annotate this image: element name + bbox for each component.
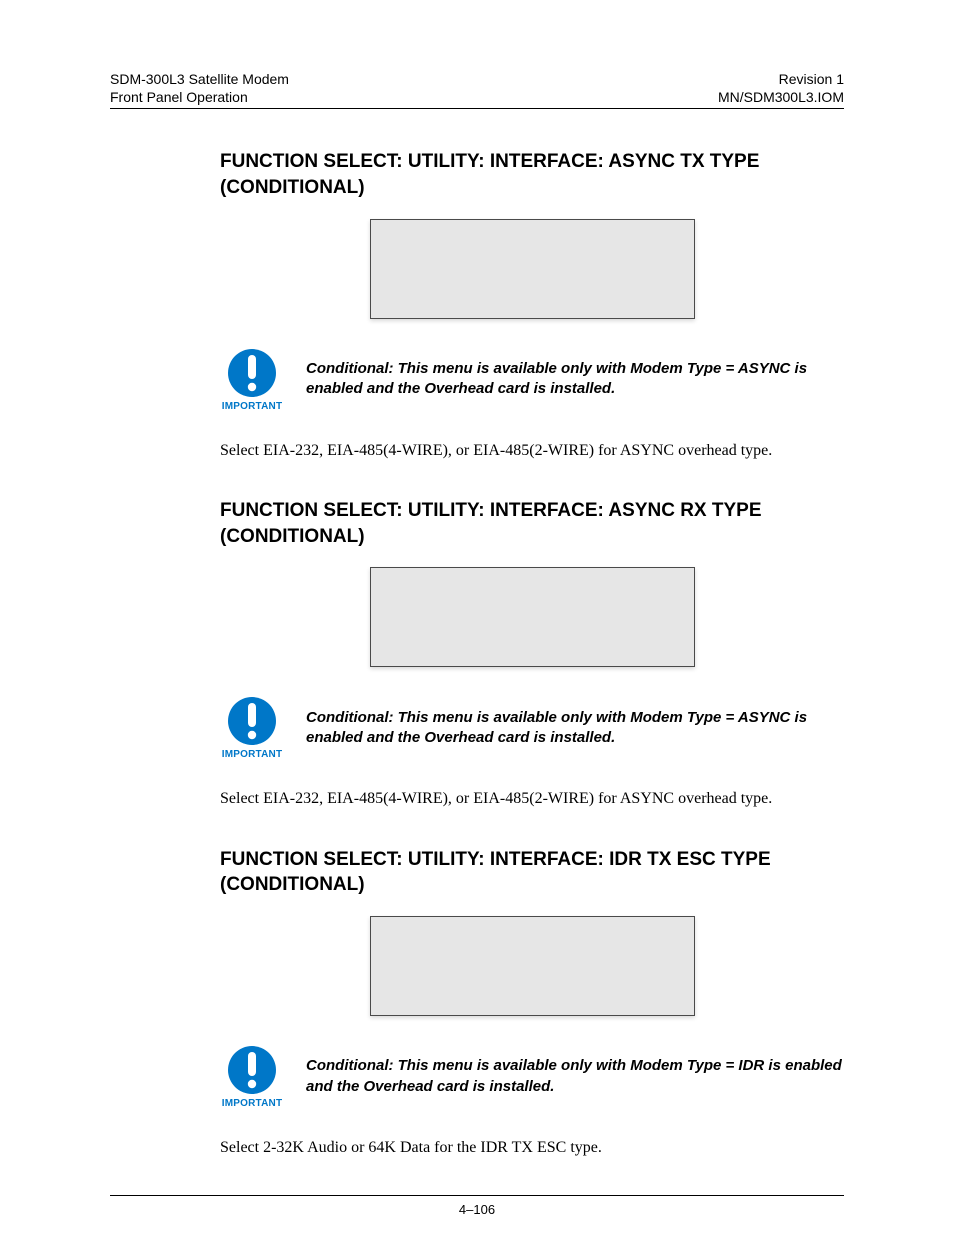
body-text: Select EIA-232, EIA-485(4-WIRE), or EIA-… xyxy=(220,788,844,810)
content-area: FUNCTION SELECT: UTILITY: INTERFACE: ASY… xyxy=(110,149,844,1159)
important-label: IMPORTANT xyxy=(222,749,283,760)
section-heading: FUNCTION SELECT: UTILITY: INTERFACE: IDR… xyxy=(220,847,844,898)
section-heading: FUNCTION SELECT: UTILITY: INTERFACE: ASY… xyxy=(220,498,844,549)
callout-text: Conditional: This menu is available only… xyxy=(306,1056,844,1097)
header-product: SDM-300L3 Satellite Modem xyxy=(110,70,289,88)
important-label: IMPORTANT xyxy=(222,401,283,412)
page-footer: 4–106 xyxy=(110,1195,844,1217)
lcd-display-box xyxy=(370,567,695,667)
header-left: SDM-300L3 Satellite Modem Front Panel Op… xyxy=(110,70,289,106)
lcd-display-box xyxy=(370,219,695,319)
body-text: Select 2-32K Audio or 64K Data for the I… xyxy=(220,1137,844,1159)
important-callout: IMPORTANT Conditional: This menu is avai… xyxy=(220,347,844,412)
important-icon: IMPORTANT xyxy=(220,347,284,412)
document-page: SDM-300L3 Satellite Modem Front Panel Op… xyxy=(0,0,954,1257)
important-icon: IMPORTANT xyxy=(220,695,284,760)
callout-text: Conditional: This menu is available only… xyxy=(306,359,844,400)
header-right: Revision 1 MN/SDM300L3.IOM xyxy=(718,70,844,106)
important-callout: IMPORTANT Conditional: This menu is avai… xyxy=(220,695,844,760)
body-text: Select EIA-232, EIA-485(4-WIRE), or EIA-… xyxy=(220,440,844,462)
page-header: SDM-300L3 Satellite Modem Front Panel Op… xyxy=(110,70,844,109)
header-docnum: MN/SDM300L3.IOM xyxy=(718,88,844,106)
section-heading: FUNCTION SELECT: UTILITY: INTERFACE: ASY… xyxy=(220,149,844,200)
page-number: 4–106 xyxy=(459,1202,495,1217)
important-label: IMPORTANT xyxy=(222,1098,283,1109)
lcd-display-box xyxy=(370,916,695,1016)
callout-text: Conditional: This menu is available only… xyxy=(306,708,844,749)
header-section: Front Panel Operation xyxy=(110,88,289,106)
important-icon: IMPORTANT xyxy=(220,1044,284,1109)
important-callout: IMPORTANT Conditional: This menu is avai… xyxy=(220,1044,844,1109)
header-revision: Revision 1 xyxy=(718,70,844,88)
